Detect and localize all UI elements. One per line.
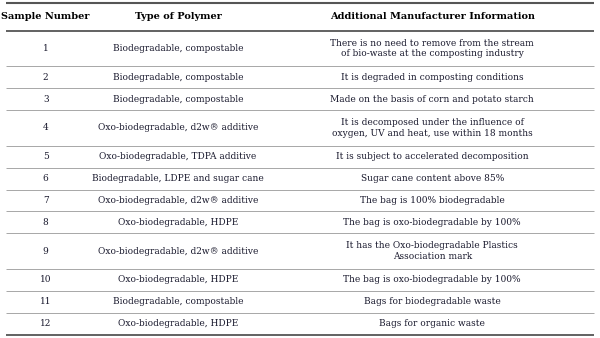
Text: Biodegradable, compostable: Biodegradable, compostable bbox=[113, 95, 243, 103]
Text: Sugar cane content above 85%: Sugar cane content above 85% bbox=[361, 174, 504, 183]
Text: The bag is oxo-biodegradable by 100%: The bag is oxo-biodegradable by 100% bbox=[343, 218, 521, 227]
Text: 5: 5 bbox=[43, 152, 49, 161]
Text: Oxo-biodegradable, d2w® additive: Oxo-biodegradable, d2w® additive bbox=[98, 123, 258, 132]
Text: Biodegradable, compostable: Biodegradable, compostable bbox=[113, 73, 243, 82]
Bar bbox=[6, 190, 594, 211]
Text: Oxo-biodegradable, d2w® additive: Oxo-biodegradable, d2w® additive bbox=[98, 196, 258, 205]
Text: There is no need to remove from the stream
of bio-waste at the composting indust: There is no need to remove from the stre… bbox=[331, 39, 534, 58]
Text: 1: 1 bbox=[43, 44, 49, 53]
Text: 3: 3 bbox=[43, 95, 49, 103]
Text: It is decomposed under the influence of
oxygen, UV and heat, use within 18 month: It is decomposed under the influence of … bbox=[332, 118, 533, 138]
Text: 7: 7 bbox=[43, 196, 49, 205]
Text: 11: 11 bbox=[40, 297, 52, 306]
Text: Oxo-biodegradable, TDPA additive: Oxo-biodegradable, TDPA additive bbox=[100, 152, 257, 161]
Text: 2: 2 bbox=[43, 73, 49, 82]
Text: 12: 12 bbox=[40, 319, 52, 328]
Bar bbox=[6, 291, 594, 313]
Bar bbox=[6, 66, 594, 88]
Bar bbox=[6, 168, 594, 190]
Bar bbox=[6, 88, 594, 110]
Text: 4: 4 bbox=[43, 123, 49, 132]
Text: 10: 10 bbox=[40, 275, 52, 285]
Bar bbox=[6, 269, 594, 291]
Text: 9: 9 bbox=[43, 247, 49, 256]
Bar bbox=[6, 30, 594, 66]
Text: Biodegradable, compostable: Biodegradable, compostable bbox=[113, 44, 243, 53]
Text: Biodegradable, compostable: Biodegradable, compostable bbox=[113, 297, 243, 306]
Text: 6: 6 bbox=[43, 174, 49, 183]
Bar bbox=[6, 233, 594, 269]
Text: Oxo-biodegradable, d2w® additive: Oxo-biodegradable, d2w® additive bbox=[98, 247, 258, 256]
Text: Bags for biodegradable waste: Bags for biodegradable waste bbox=[364, 297, 500, 306]
Text: The bag is 100% biodegradable: The bag is 100% biodegradable bbox=[360, 196, 505, 205]
Bar bbox=[6, 146, 594, 168]
Text: Type of Polymer: Type of Polymer bbox=[134, 13, 221, 21]
Text: It has the Oxo-biodegradable Plastics
Association mark: It has the Oxo-biodegradable Plastics As… bbox=[346, 241, 518, 261]
Text: Sample Number: Sample Number bbox=[1, 13, 90, 21]
Text: Oxo-biodegradable, HDPE: Oxo-biodegradable, HDPE bbox=[118, 275, 238, 285]
Text: Oxo-biodegradable, HDPE: Oxo-biodegradable, HDPE bbox=[118, 218, 238, 227]
Bar bbox=[6, 313, 594, 335]
Text: The bag is oxo-biodegradable by 100%: The bag is oxo-biodegradable by 100% bbox=[343, 275, 521, 285]
Text: Additional Manufacturer Information: Additional Manufacturer Information bbox=[330, 13, 535, 21]
Bar bbox=[6, 110, 594, 146]
Text: It is subject to accelerated decomposition: It is subject to accelerated decompositi… bbox=[336, 152, 529, 161]
Text: Biodegradable, LDPE and sugar cane: Biodegradable, LDPE and sugar cane bbox=[92, 174, 264, 183]
Text: Made on the basis of corn and potato starch: Made on the basis of corn and potato sta… bbox=[331, 95, 534, 103]
Text: Oxo-biodegradable, HDPE: Oxo-biodegradable, HDPE bbox=[118, 319, 238, 328]
Text: It is degraded in composting conditions: It is degraded in composting conditions bbox=[341, 73, 524, 82]
Bar bbox=[6, 211, 594, 233]
Text: Bags for organic waste: Bags for organic waste bbox=[379, 319, 485, 328]
Text: 8: 8 bbox=[43, 218, 49, 227]
